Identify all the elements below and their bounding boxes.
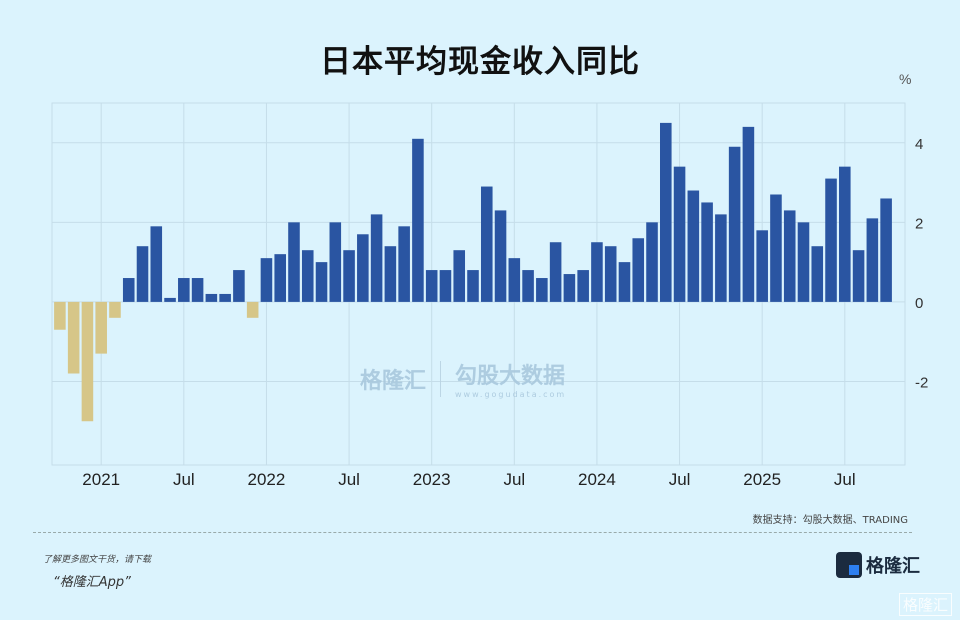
y-tick-label: 2 bbox=[915, 215, 923, 232]
bar-2020-10 bbox=[54, 301, 66, 330]
y-tick-label: 0 bbox=[915, 295, 923, 312]
bar-2023-08 bbox=[522, 270, 534, 302]
bar-2022-06 bbox=[329, 222, 342, 302]
bar-2020-12 bbox=[81, 301, 94, 422]
bar-2021-11 bbox=[233, 270, 245, 302]
x-tick-label: 2021 bbox=[82, 470, 120, 489]
bar-2024-01 bbox=[591, 242, 603, 302]
bar-2023-01 bbox=[425, 270, 438, 302]
promo-text: 了解更多图文干货，请下载 bbox=[43, 555, 152, 565]
bar-2022-05 bbox=[315, 262, 328, 302]
bar-2021-07 bbox=[178, 278, 190, 302]
x-tick-label: Jul bbox=[669, 470, 691, 489]
watermark-brand: 格隆汇 bbox=[360, 368, 427, 394]
bar-2025-10 bbox=[880, 198, 892, 302]
data-source: 数据支持：勾股大数据、TRADING bbox=[752, 515, 908, 526]
bar-chart: -2 0 2 4% 2021 Jul 2022 Jul 2023 Jul 2024 Jul 2025 Ju… bbox=[51, 71, 928, 489]
y-tick-label: 4 bbox=[915, 136, 923, 153]
bar-2021-04 bbox=[136, 246, 149, 302]
bar-2022-08 bbox=[357, 234, 369, 302]
bar-2024-10 bbox=[715, 214, 727, 302]
bar-2021-02 bbox=[109, 301, 121, 318]
bar-2021-06 bbox=[164, 297, 176, 302]
bar-2023-09 bbox=[536, 278, 548, 302]
bar-2025-08 bbox=[852, 250, 865, 302]
bar-2023-03 bbox=[453, 250, 466, 302]
bar-2023-02 bbox=[439, 270, 452, 302]
bar-2024-06 bbox=[660, 122, 672, 302]
divider bbox=[33, 532, 912, 533]
y-tick-label: -2 bbox=[915, 374, 928, 391]
bar-2021-08 bbox=[191, 278, 204, 302]
bar-2024-12 bbox=[742, 126, 755, 302]
promo-app-name: “格隆汇App” bbox=[53, 575, 131, 590]
bar-2023-11 bbox=[563, 274, 576, 302]
watermark: 格隆汇 勾股大数据 www.gogudata.com bbox=[360, 358, 566, 399]
bar-2021-12 bbox=[246, 301, 259, 318]
logo-g-icon bbox=[836, 552, 862, 578]
watermark-separator bbox=[440, 360, 442, 397]
bar-2023-04 bbox=[467, 270, 479, 302]
bar-2022-04 bbox=[301, 250, 314, 302]
x-tick-label: 2023 bbox=[413, 470, 451, 489]
x-tick-label: Jul bbox=[173, 470, 195, 489]
watermark-url: www.gogudata.com bbox=[455, 390, 567, 399]
x-tick-label: Jul bbox=[834, 470, 856, 489]
bar-2025-01 bbox=[756, 230, 768, 302]
bar-2024-07 bbox=[673, 166, 686, 302]
bar-2025-04 bbox=[797, 222, 810, 302]
chart-title: 日本平均现金收入同比 bbox=[320, 44, 640, 80]
bar-2022-02 bbox=[274, 254, 286, 302]
bar-2024-09 bbox=[701, 202, 713, 302]
bar-2024-08 bbox=[687, 190, 700, 302]
bar-2021-09 bbox=[205, 293, 218, 302]
bar-2024-03 bbox=[618, 262, 631, 302]
bar-2023-10 bbox=[549, 242, 562, 302]
bar-2024-04 bbox=[632, 238, 645, 302]
x-tick-label: 2022 bbox=[248, 470, 286, 489]
plot-frame bbox=[51, 102, 906, 466]
bar-2024-05 bbox=[646, 222, 658, 302]
bar-2025-03 bbox=[783, 210, 796, 302]
bar-2025-05 bbox=[811, 246, 824, 302]
bar-2020-11 bbox=[67, 301, 80, 374]
bar-2023-12 bbox=[577, 270, 589, 302]
y-axis-unit: % bbox=[899, 71, 911, 87]
watermark-brand2: 勾股大数据 bbox=[455, 364, 566, 389]
bar-2025-07 bbox=[839, 166, 851, 302]
x-tick-label: Jul bbox=[503, 470, 525, 489]
bar-2021-01 bbox=[95, 301, 107, 354]
bar-2025-09 bbox=[866, 218, 879, 302]
bar-2022-12 bbox=[412, 138, 424, 302]
bar-2022-11 bbox=[398, 226, 410, 302]
bar-2021-10 bbox=[219, 293, 231, 302]
gelonghui-logo: 格隆汇 bbox=[836, 552, 920, 578]
bar-2021-03 bbox=[122, 278, 135, 302]
bar-2025-02 bbox=[770, 194, 782, 302]
bar-2022-03 bbox=[288, 222, 300, 302]
bar-2024-11 bbox=[728, 146, 741, 302]
bar-2022-07 bbox=[343, 250, 355, 302]
bar-2023-06 bbox=[494, 210, 507, 302]
bar-2022-09 bbox=[370, 214, 383, 302]
x-tick-label: 2025 bbox=[743, 470, 781, 489]
bar-2024-02 bbox=[604, 246, 617, 302]
corner-watermark: 格隆汇 bbox=[898, 593, 952, 616]
x-tick-label: 2024 bbox=[578, 470, 616, 489]
bar-2022-10 bbox=[384, 246, 397, 302]
bar-2025-06 bbox=[825, 178, 837, 302]
bar-2023-05 bbox=[480, 186, 493, 302]
bar-2023-07 bbox=[508, 258, 521, 302]
x-tick-label: Jul bbox=[338, 470, 360, 489]
bar-2021-05 bbox=[150, 226, 163, 302]
bar-2022-01 bbox=[260, 258, 273, 302]
logo-text: 格隆汇 bbox=[866, 556, 920, 577]
